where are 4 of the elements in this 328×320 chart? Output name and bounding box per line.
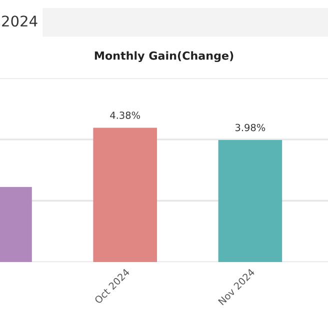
data-label: 3.98%	[235, 124, 266, 132]
chart-title: Monthly Gain(Change)	[94, 51, 234, 62]
data-label: 4.38%	[110, 112, 140, 119]
text: 2024	[2, 16, 38, 27]
